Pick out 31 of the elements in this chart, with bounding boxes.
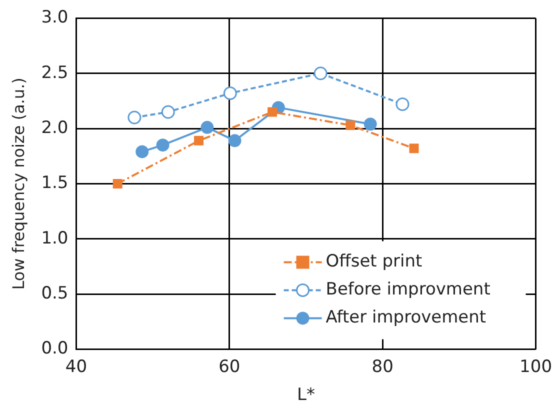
legend-label: Offset print [326, 252, 423, 272]
legend-label: After improvement [326, 308, 486, 328]
point [112, 178, 122, 188]
y-axis-title: Low frequency noize (a.u.) [8, 78, 28, 290]
y-tick-label: 0.0 [41, 338, 68, 359]
point [346, 120, 356, 130]
point [194, 136, 204, 146]
point [228, 134, 242, 148]
point [364, 118, 377, 131]
point [161, 105, 175, 119]
point [128, 110, 142, 124]
x-axis-title: L* [297, 385, 315, 406]
x-tick-label: 60 [218, 356, 240, 377]
point [223, 86, 237, 100]
y-tick-label: 2.0 [41, 118, 68, 138]
legend-label: Before improvment [326, 280, 491, 300]
y-tick-label: 2.5 [41, 62, 68, 83]
point [136, 145, 149, 158]
x-tick-label: 80 [372, 356, 394, 377]
x-tick-label: 40 [65, 356, 88, 377]
point [314, 66, 328, 80]
point [156, 138, 170, 152]
point [200, 120, 214, 134]
point [268, 107, 278, 117]
point [396, 98, 410, 112]
y-tick-label: 3.0 [41, 8, 68, 28]
point [409, 144, 419, 154]
x-tick-label: 100 [520, 356, 552, 377]
y-tick-label: 1.0 [41, 228, 68, 248]
y-tick-label: 0.5 [41, 283, 68, 304]
y-tick-label: 1.5 [41, 173, 68, 194]
